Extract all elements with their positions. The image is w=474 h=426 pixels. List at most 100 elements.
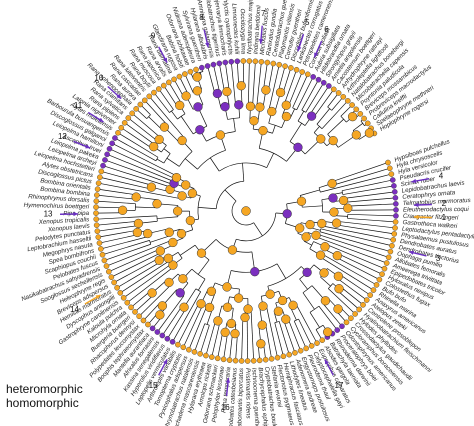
branch-arc — [169, 109, 174, 113]
branch — [99, 234, 138, 244]
tip-state — [370, 287, 377, 293]
tip-state — [258, 58, 265, 65]
node-state-pie — [323, 327, 333, 337]
node-state-pie — [222, 282, 232, 292]
branch — [242, 163, 245, 182]
tip-state — [93, 210, 99, 216]
branch — [278, 321, 290, 355]
node-state-pie — [178, 274, 188, 284]
branch — [300, 189, 320, 196]
node-state-pie — [176, 229, 187, 239]
branch — [98, 182, 182, 200]
node-state-pie — [319, 268, 329, 278]
branch — [347, 213, 396, 217]
tip-state — [246, 58, 253, 64]
branch — [138, 284, 172, 317]
branch — [102, 240, 150, 256]
node-state-pie — [146, 182, 157, 192]
node-state-pie — [196, 248, 207, 258]
tip-state — [146, 93, 153, 100]
branch — [298, 318, 312, 347]
node-state-pie — [249, 116, 259, 126]
node-state-pie — [133, 218, 144, 229]
branch-arc — [309, 241, 314, 249]
branch — [156, 158, 165, 164]
callout-arrowhead — [411, 178, 417, 184]
branch — [162, 305, 183, 336]
node-state-pie — [163, 253, 173, 263]
tip-state — [100, 162, 106, 169]
tip-state — [93, 216, 100, 222]
callout-number: 11 — [74, 101, 83, 110]
node-state-pie — [179, 302, 189, 312]
tip-state — [292, 349, 298, 356]
branch — [120, 260, 170, 294]
branch — [305, 82, 325, 113]
branch — [144, 100, 168, 125]
callout-4: 4 — [411, 172, 444, 184]
node-state-pie — [168, 237, 178, 248]
branch-arc — [155, 157, 159, 162]
node-state-pie — [213, 316, 223, 326]
node-state-pie — [172, 206, 183, 216]
tip-state — [149, 325, 156, 332]
callout-arrowhead — [163, 359, 168, 365]
tip-state — [198, 64, 205, 71]
callout-number: 10 — [94, 74, 103, 83]
branch — [104, 159, 174, 186]
node-state-pie — [206, 286, 217, 296]
branch-arc — [149, 240, 152, 245]
branch — [325, 243, 385, 269]
tip-state — [103, 263, 110, 269]
callout-arrowhead — [95, 295, 101, 300]
branch — [283, 69, 297, 105]
node-state-pie — [302, 267, 312, 278]
branch-arc — [274, 321, 280, 323]
tip-state — [93, 222, 100, 228]
branch — [130, 290, 151, 308]
branch — [148, 96, 185, 139]
branch — [128, 117, 158, 142]
callout-arrowhead — [324, 359, 329, 365]
node-state-pie — [164, 277, 174, 288]
node-state-pie — [192, 86, 203, 96]
node-state-pie — [175, 100, 185, 111]
tip-state — [373, 282, 380, 288]
branch — [171, 110, 178, 120]
branch — [106, 153, 175, 183]
branch — [313, 89, 335, 118]
callout-5: 5 — [297, 18, 310, 52]
tip-state — [182, 71, 188, 77]
node-state-pie — [131, 192, 141, 202]
tip-state — [360, 302, 366, 308]
node-state-pie — [255, 102, 265, 112]
node-state-pie — [281, 314, 291, 324]
node-state-pie — [204, 302, 215, 313]
callout-number: 8 — [199, 13, 204, 22]
branch — [342, 185, 394, 195]
tip-state — [297, 347, 304, 354]
node-state-pie — [181, 180, 191, 190]
callout-2: 2 — [413, 199, 447, 208]
tip-state — [282, 63, 288, 69]
branch — [100, 236, 149, 250]
tip-state — [180, 344, 187, 351]
branch — [252, 61, 256, 107]
branch — [148, 116, 163, 130]
tip-state — [169, 338, 176, 345]
tip-state — [191, 349, 198, 355]
tip-label: Limnonectes kuhlii — [230, 3, 240, 55]
tip-state — [97, 174, 103, 181]
tip-state — [140, 317, 147, 324]
branch — [336, 224, 395, 235]
callout-13: 13 — [44, 210, 79, 219]
tip-state — [118, 124, 125, 131]
tip-state — [381, 265, 388, 272]
tip-state — [330, 86, 337, 93]
callout-16: 16 — [221, 378, 230, 412]
branch — [108, 248, 160, 272]
branch — [301, 79, 319, 111]
branch — [320, 276, 331, 287]
